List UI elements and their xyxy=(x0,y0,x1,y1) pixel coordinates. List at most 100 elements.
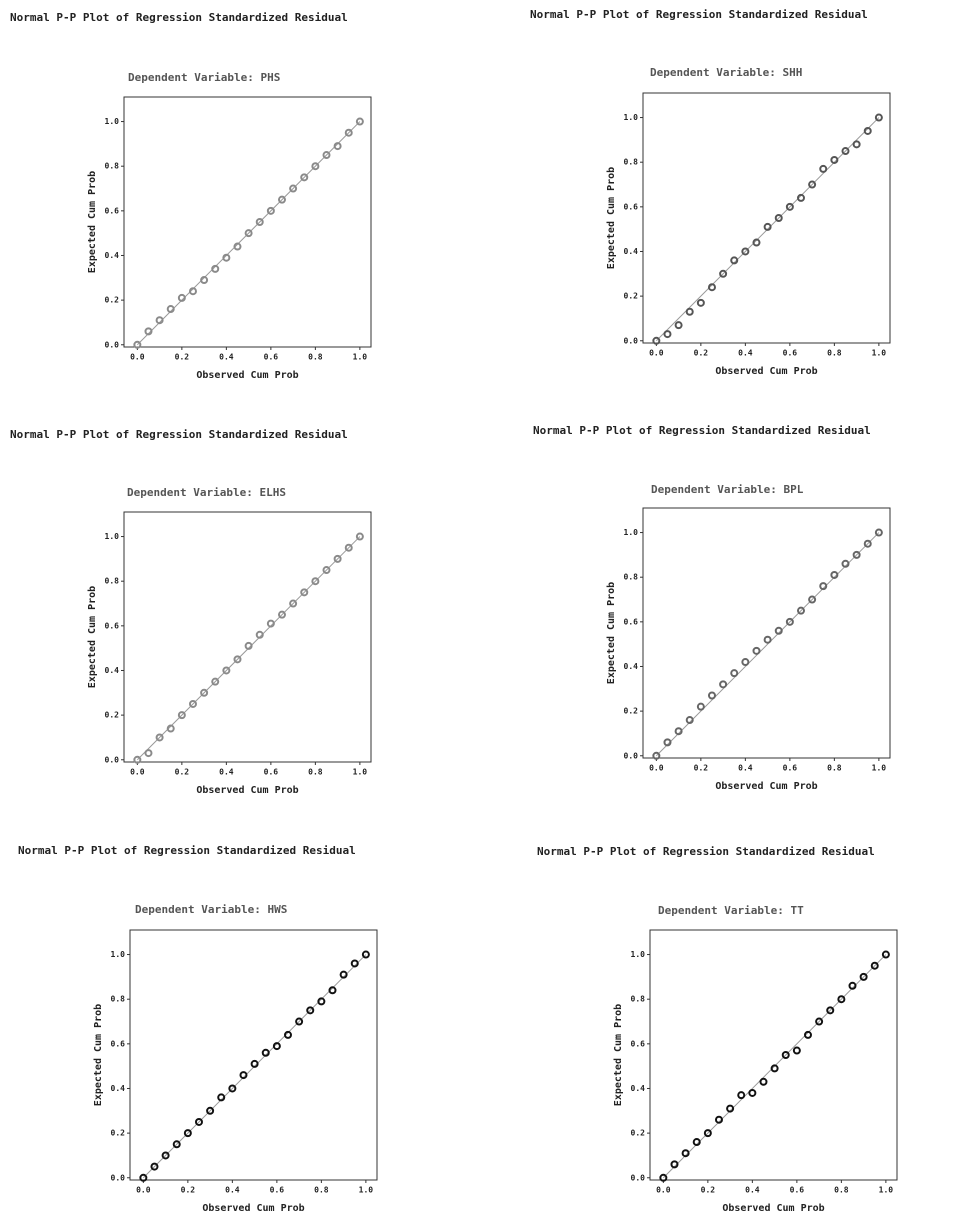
point xyxy=(335,143,341,149)
point xyxy=(731,670,737,676)
point xyxy=(698,704,704,710)
point xyxy=(842,561,848,567)
x-tick-label: 0.8 xyxy=(827,764,842,773)
chart-subtitle: Dependent Variable: HWS xyxy=(135,903,287,916)
x-tick-label: 0.8 xyxy=(308,768,323,777)
y-tick-label: 0.2 xyxy=(111,1129,126,1138)
point xyxy=(820,166,826,172)
y-tick-label: 0.0 xyxy=(105,755,120,764)
x-tick-label: 1.0 xyxy=(872,349,887,358)
y-tick-label: 0.4 xyxy=(111,1084,126,1093)
y-tick-label: 0.0 xyxy=(111,1173,126,1182)
x-tick-label: 0.6 xyxy=(264,353,279,362)
chart-title: Normal P-P Plot of Regression Standardiz… xyxy=(537,845,875,858)
point xyxy=(157,317,163,323)
x-tick-label: 1.0 xyxy=(353,353,368,362)
x-tick-label: 0.0 xyxy=(130,353,145,362)
point xyxy=(223,255,229,261)
y-tick-label: 0.4 xyxy=(624,662,639,671)
point xyxy=(831,572,837,578)
y-tick-label: 0.4 xyxy=(105,251,120,260)
plot-frame xyxy=(643,508,890,758)
point xyxy=(664,331,670,337)
y-tick-label: 0.0 xyxy=(624,751,639,760)
x-axis-label: Observed Cum Prob xyxy=(196,370,298,381)
y-tick-label: 0.2 xyxy=(624,292,639,301)
point xyxy=(720,681,726,687)
y-tick-label: 1.0 xyxy=(111,950,126,959)
x-tick-label: 1.0 xyxy=(359,1186,374,1195)
y-tick-label: 1.0 xyxy=(624,113,639,122)
y-tick-label: 1.0 xyxy=(624,528,639,537)
y-tick-label: 0.2 xyxy=(105,296,120,305)
x-tick-label: 0.4 xyxy=(738,764,753,773)
x-tick-label: 0.4 xyxy=(219,768,234,777)
point xyxy=(687,717,693,723)
y-tick-label: 0.6 xyxy=(105,206,120,215)
x-tick-label: 0.6 xyxy=(790,1186,805,1195)
x-axis-label: Observed Cum Prob xyxy=(202,1203,304,1213)
point xyxy=(218,1094,224,1100)
y-tick-label: 0.6 xyxy=(631,1039,646,1048)
point xyxy=(698,300,704,306)
point xyxy=(257,632,263,638)
point xyxy=(179,295,185,301)
x-tick-label: 0.2 xyxy=(175,353,190,362)
y-tick-label: 0.2 xyxy=(105,711,120,720)
point xyxy=(246,643,252,649)
y-axis-label: Expected Cum Prob xyxy=(87,171,98,273)
point xyxy=(190,288,196,294)
x-tick-label: 0.0 xyxy=(136,1186,151,1195)
x-tick-label: 0.4 xyxy=(225,1186,240,1195)
x-tick-label: 0.6 xyxy=(264,768,279,777)
page: Normal P-P Plot of Regression Standardiz… xyxy=(0,0,965,1213)
y-tick-label: 1.0 xyxy=(105,532,120,541)
y-tick-label: 0.6 xyxy=(105,621,120,630)
y-tick-label: 0.8 xyxy=(624,158,639,167)
point xyxy=(727,1106,733,1112)
x-tick-label: 0.8 xyxy=(827,349,842,358)
point xyxy=(263,1050,269,1056)
y-tick-label: 0.8 xyxy=(111,995,126,1004)
y-axis-label: Expected Cum Prob xyxy=(93,1004,104,1106)
x-axis-label: Observed Cum Prob xyxy=(196,785,298,796)
chart-title: Normal P-P Plot of Regression Standardiz… xyxy=(10,428,348,441)
y-tick-label: 0.4 xyxy=(624,247,639,256)
x-axis-label: Observed Cum Prob xyxy=(722,1203,824,1213)
point xyxy=(805,1032,811,1038)
y-axis-label: Expected Cum Prob xyxy=(606,582,617,684)
point xyxy=(753,240,759,246)
chart-subtitle: Dependent Variable: PHS xyxy=(128,71,280,84)
y-tick-label: 0.8 xyxy=(105,162,120,171)
point xyxy=(798,195,804,201)
x-tick-label: 0.6 xyxy=(783,764,798,773)
point xyxy=(341,972,347,978)
point xyxy=(765,224,771,230)
point xyxy=(687,309,693,315)
point xyxy=(212,266,218,272)
y-tick-label: 0.0 xyxy=(624,336,639,345)
y-tick-label: 0.6 xyxy=(111,1039,126,1048)
y-tick-label: 0.6 xyxy=(624,617,639,626)
x-tick-label: 0.6 xyxy=(270,1186,285,1195)
point xyxy=(854,141,860,147)
point xyxy=(201,277,207,283)
x-tick-label: 0.8 xyxy=(314,1186,329,1195)
x-tick-label: 0.0 xyxy=(649,349,664,358)
plot-frame xyxy=(124,512,371,762)
point xyxy=(709,284,715,290)
chart-subtitle: Dependent Variable: TT xyxy=(658,904,804,917)
chart-title: Normal P-P Plot of Regression Standardiz… xyxy=(530,8,868,21)
point xyxy=(145,750,151,756)
point xyxy=(145,328,151,334)
point xyxy=(274,1043,280,1049)
x-axis-label: Observed Cum Prob xyxy=(715,366,817,377)
x-tick-label: 0.2 xyxy=(181,1186,196,1195)
point xyxy=(709,693,715,699)
chart-subtitle: Dependent Variable: ELHS xyxy=(127,486,286,499)
x-tick-label: 0.2 xyxy=(701,1186,716,1195)
y-tick-label: 0.6 xyxy=(624,202,639,211)
plot-frame xyxy=(650,930,897,1180)
x-tick-label: 0.8 xyxy=(834,1186,849,1195)
x-tick-label: 0.0 xyxy=(649,764,664,773)
